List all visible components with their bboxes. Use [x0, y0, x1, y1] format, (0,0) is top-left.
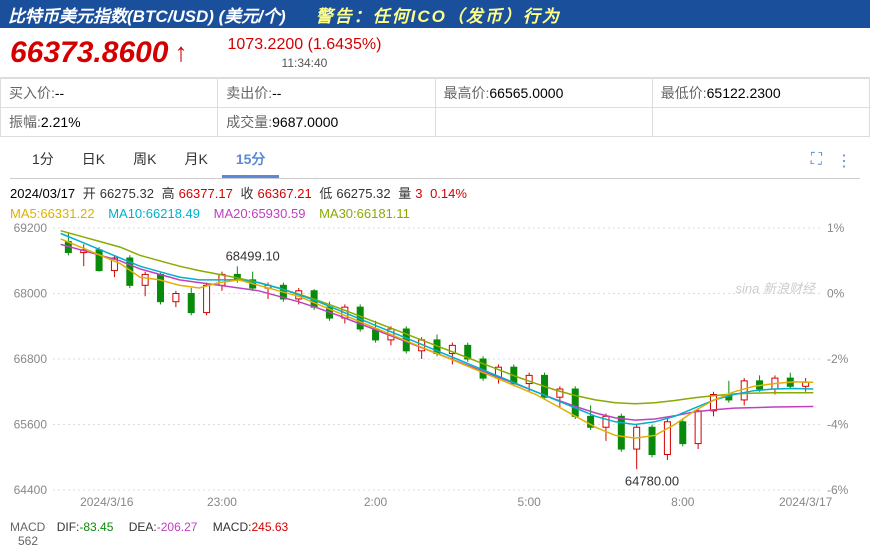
svg-text:1%: 1% [827, 223, 845, 235]
svg-text:68499.10: 68499.10 [226, 248, 280, 263]
svg-text:68000: 68000 [14, 287, 48, 301]
pct-val: 0.14% [430, 186, 467, 201]
interval-tabs: 1分日K周K月K15分 ⛶ ⋮ [10, 143, 860, 179]
warning-text: 警告：任何ICO（发币）行为 [316, 2, 561, 27]
dea-val: -206.27 [157, 520, 198, 534]
svg-text:23:00: 23:00 [207, 495, 237, 509]
svg-text:5:00: 5:00 [517, 495, 541, 509]
macd-line: MACD DIF:-83.45 DEA:-206.27 MACD:245.63 … [0, 518, 870, 550]
low-label: 最低价: [661, 85, 707, 101]
high-val: 66377.17 [179, 186, 233, 201]
change-block: 1073.2200 (1.6435%) 11:34:40 [228, 36, 382, 70]
dif-val: -83.45 [79, 520, 113, 534]
open-val: 66275.32 [100, 186, 154, 201]
high-value: 66565.0000 [489, 85, 563, 101]
instrument-title: 比特币美元指数(BTC/USD) (美元/个) [8, 2, 286, 27]
ma5-val: 66331.22 [40, 206, 94, 221]
sell-label: 卖出价: [226, 85, 272, 101]
tab-1分[interactable]: 1分 [18, 143, 68, 178]
price-change: 1073.2200 (1.6435%) [228, 36, 382, 54]
svg-text:2:00: 2:00 [364, 495, 388, 509]
high-label: 最高价: [444, 85, 490, 101]
sell-value: -- [272, 85, 281, 101]
ohlc-line: 2024/03/17 开66275.32 高66377.17 收66367.21… [0, 179, 870, 206]
ma30-val: 66181.11 [357, 206, 410, 221]
ma-line: MA5:66331.22 MA10:66218.49 MA20:65930.59… [0, 206, 870, 223]
info-table: 买入价:-- 卖出价:-- 最高价:66565.0000 最低价:65122.2… [0, 78, 870, 137]
svg-text:65600: 65600 [14, 418, 48, 432]
tab-15分[interactable]: 15分 [222, 143, 280, 178]
tab-日K[interactable]: 日K [68, 143, 119, 178]
vol-label: 成交量: [226, 114, 272, 130]
tab-周K[interactable]: 周K [119, 143, 170, 178]
svg-text:-4%: -4% [827, 418, 849, 432]
amp-value: 2.21% [41, 114, 81, 130]
vol-val: 3 [415, 186, 422, 201]
buy-label: 买入价: [9, 85, 55, 101]
tab-月K[interactable]: 月K [170, 143, 221, 178]
ohlc-date: 2024/03/17 [10, 186, 75, 201]
buy-value: -- [55, 85, 64, 101]
low-value: 65122.2300 [707, 85, 781, 101]
arrow-up-icon: ↑ [175, 37, 188, 68]
ma20-val: 65930.59 [251, 206, 305, 221]
svg-text:0%: 0% [827, 287, 845, 301]
low-val: 66275.32 [336, 186, 390, 201]
svg-text:8:00: 8:00 [671, 495, 695, 509]
header-bar: 比特币美元指数(BTC/USD) (美元/个) 警告：任何ICO（发币）行为 [0, 0, 870, 28]
fullscreen-icon[interactable]: ⛶ [811, 151, 822, 171]
watermark: sina 新浪财经 [736, 278, 815, 297]
amp-label: 振幅: [9, 114, 41, 130]
macd-val: 245.63 [251, 520, 288, 534]
price-row: 66373.8600 ↑ 1073.2200 (1.6435%) 11:34:4… [0, 28, 870, 78]
svg-text:2024/3/17: 2024/3/17 [779, 495, 833, 509]
candlestick-chart[interactable]: 64400-6%65600-4%66800-2%680000%692001%20… [5, 223, 865, 518]
macd-sub: 562 [18, 534, 860, 548]
svg-text:64780.00: 64780.00 [625, 473, 679, 488]
svg-text:64400: 64400 [14, 483, 48, 497]
svg-text:-2%: -2% [827, 352, 849, 366]
ma10-val: 66218.49 [146, 206, 200, 221]
more-icon[interactable]: ⋮ [836, 151, 852, 171]
price-time: 11:34:40 [228, 56, 382, 70]
last-price: 66373.8600 [10, 36, 169, 70]
close-val: 66367.21 [257, 186, 311, 201]
svg-text:2024/3/16: 2024/3/16 [80, 495, 134, 509]
vol-value: 9687.0000 [272, 114, 338, 130]
svg-text:66800: 66800 [14, 352, 48, 366]
svg-text:69200: 69200 [14, 223, 48, 235]
